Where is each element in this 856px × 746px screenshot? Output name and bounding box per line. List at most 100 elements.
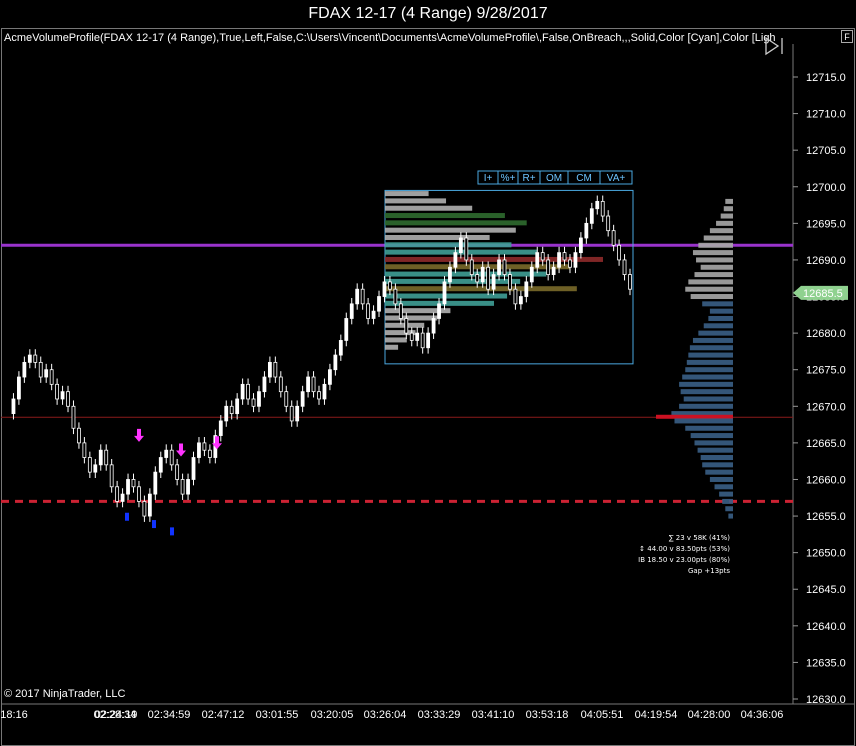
candle-body — [589, 208, 594, 224]
session-profile-bar — [385, 256, 603, 262]
composite-profile-bar — [719, 491, 733, 497]
y-tick-label: 12660.0 — [806, 474, 846, 486]
composite-profile-bar — [708, 315, 733, 321]
candle-body — [611, 230, 616, 246]
x-tick-label: 04:28:00 — [688, 709, 731, 721]
candle-body — [628, 274, 632, 290]
composite-profile-bar — [700, 264, 733, 270]
y-tick-label: 12680.0 — [806, 328, 846, 340]
composite-profile-bar — [683, 396, 733, 402]
composite-profile-bar — [694, 440, 733, 446]
candle-body — [486, 266, 491, 290]
candle-body — [382, 281, 387, 297]
chart-panel[interactable] — [1, 28, 855, 746]
x-tick-label: 03:41:10 — [472, 709, 515, 721]
composite-profile-bar — [702, 301, 733, 307]
composite-profile-bar — [725, 198, 733, 204]
composite-profile-bar — [709, 476, 733, 482]
candle-body — [366, 303, 371, 319]
candle-body — [137, 486, 141, 502]
play-icon[interactable] — [764, 36, 790, 56]
composite-profile-bar — [716, 220, 733, 226]
candle-body — [197, 442, 201, 458]
candle-body — [388, 281, 392, 290]
candle-body — [371, 310, 376, 319]
candle-body — [453, 252, 458, 268]
candle-body — [513, 288, 518, 305]
x-tick-label: 02:47:12 — [202, 709, 245, 721]
candle-body — [469, 259, 474, 275]
composite-profile-bar — [702, 462, 733, 468]
candle-body — [322, 383, 327, 400]
composite-profile-bar — [692, 250, 733, 256]
composite-profile-bar — [688, 279, 733, 285]
candle-body — [442, 281, 447, 305]
y-tick-label: 12715.0 — [806, 72, 846, 84]
composite-profile-bar — [728, 513, 733, 519]
candle-body — [562, 252, 567, 261]
profile-button-label: CM — [576, 173, 592, 184]
candle-body — [224, 405, 229, 422]
panel-flag[interactable]: F — [841, 30, 853, 43]
session-profile-bar — [385, 227, 516, 233]
last-price-marker — [793, 285, 848, 300]
candle-body — [27, 354, 32, 363]
candle-body — [306, 376, 310, 393]
profile-button[interactable] — [599, 170, 633, 185]
candle-body — [568, 259, 572, 268]
candle-body — [38, 361, 43, 378]
session-profile-bar — [385, 191, 429, 197]
composite-profile-bar — [698, 330, 733, 336]
profile-button-label: %+ — [501, 173, 516, 184]
composite-profile-bar — [697, 447, 733, 453]
candle-body — [584, 222, 589, 239]
composite-profile-bar — [698, 242, 733, 248]
candle-body — [180, 479, 185, 495]
candle-body — [518, 296, 523, 305]
candle-body — [202, 442, 207, 451]
candle-body — [229, 405, 234, 415]
candle-body — [431, 318, 436, 334]
x-tick-label: 03:26:04 — [364, 709, 407, 721]
composite-profile-bar — [680, 389, 733, 395]
buy-arrow-icon — [212, 436, 222, 450]
candle-body — [398, 303, 403, 319]
y-tick-label: 12655.0 — [806, 511, 846, 523]
candle-body — [147, 493, 152, 517]
profile-stat-line: ∑ 23 v 58K (41%) — [669, 534, 730, 542]
candle-body — [131, 479, 136, 488]
candle-body — [617, 244, 621, 261]
session-profile-bar — [385, 213, 505, 219]
candle-body — [267, 361, 272, 378]
candle-body — [497, 259, 501, 275]
x-tick-label: 04:36:06 — [741, 709, 784, 721]
candle-body — [415, 332, 420, 341]
candle-body — [437, 303, 441, 319]
candle-body — [475, 274, 480, 283]
y-tick-label: 12665.0 — [806, 438, 846, 450]
candle-body — [262, 376, 267, 393]
y-tick-label: 12635.0 — [806, 657, 846, 669]
candle-body — [600, 200, 605, 217]
candle-body — [551, 266, 556, 275]
composite-profile-bar — [685, 425, 733, 431]
candle-body — [169, 449, 174, 466]
candle-body — [93, 464, 98, 473]
candle-body — [142, 501, 147, 517]
copyright-text: © 2017 NinjaTrader, LLC — [4, 688, 126, 700]
candle-body — [529, 266, 534, 283]
x-tick-label: 04:19:54 — [635, 709, 678, 721]
x-tick-label: 02:24:19 — [95, 709, 138, 721]
x-tick-label: 02:34:59 — [148, 709, 191, 721]
candle-body — [317, 391, 321, 400]
candle-body — [535, 252, 540, 268]
candle-body — [278, 376, 283, 393]
candle-body — [546, 259, 551, 275]
composite-profile-bar — [688, 352, 733, 358]
profile-stat-line: Gap +13pts — [688, 567, 730, 575]
candle-body — [240, 383, 245, 400]
y-tick-label: 12670.0 — [806, 401, 846, 413]
candle-body — [289, 405, 294, 422]
candle-body — [295, 405, 300, 422]
